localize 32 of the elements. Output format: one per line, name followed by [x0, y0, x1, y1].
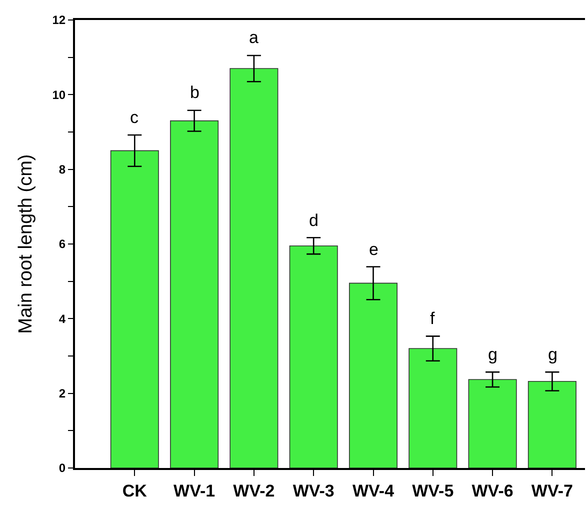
y-tick-label: 2 — [58, 386, 66, 401]
annotation: g — [548, 345, 558, 364]
x-tick-label: WV-7 — [531, 481, 573, 500]
annotation: e — [369, 240, 378, 259]
y-tick-label: 8 — [58, 162, 66, 177]
annotation: g — [488, 345, 498, 364]
bar — [468, 379, 517, 468]
annotation: b — [190, 83, 200, 102]
bar — [408, 348, 458, 468]
x-tick-label: WV-4 — [352, 481, 395, 500]
y-tick-label: 6 — [58, 237, 66, 252]
annotation: c — [130, 108, 139, 127]
bar — [289, 245, 338, 468]
y-tick-label: 12 — [52, 13, 66, 28]
x-tick-label: WV-2 — [233, 481, 275, 500]
x-tick-label: WV-6 — [472, 481, 514, 500]
x-tick-label: WV-5 — [412, 481, 454, 500]
y-axis-title: Main root length (cm) — [16, 154, 37, 334]
bar — [170, 120, 219, 468]
bar — [348, 282, 398, 468]
bar — [528, 380, 576, 468]
annotation: f — [430, 309, 435, 328]
y-tick-label: 4 — [58, 312, 66, 326]
x-tick-label: WV-1 — [174, 481, 216, 500]
y-tick-label: 10 — [52, 88, 66, 102]
x-tick-label: CK — [122, 481, 148, 500]
y-tick-label: 0 — [58, 461, 66, 476]
bar — [230, 68, 278, 468]
annotation: a — [249, 28, 259, 47]
bar — [110, 150, 159, 468]
x-tick-label: WV-3 — [292, 481, 334, 500]
annotation: d — [309, 211, 318, 230]
